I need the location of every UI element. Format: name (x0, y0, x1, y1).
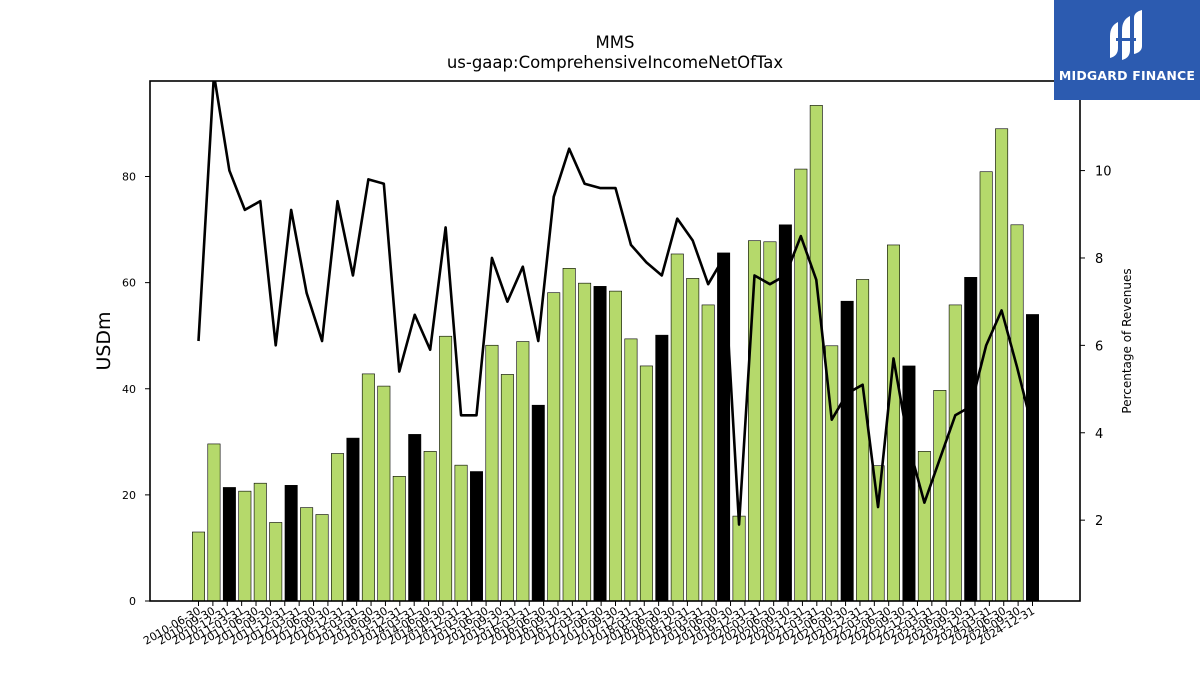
y2-tick-label: 4 (1095, 427, 1103, 442)
bar (315, 514, 329, 602)
y-axis-label: USDm (93, 311, 115, 370)
bar (979, 171, 993, 602)
bar (516, 341, 530, 602)
y2-tick-label: 6 (1095, 339, 1103, 354)
bar (701, 304, 715, 602)
bar (300, 507, 314, 602)
bar (670, 253, 684, 602)
bar (222, 487, 236, 602)
bar (794, 168, 808, 602)
chart-subtitle: us-gaap:ComprehensiveIncomeNetOfTax (447, 53, 784, 72)
bar (593, 286, 607, 602)
brand-name: MIDGARD FINANCE (1058, 68, 1196, 83)
bar (902, 365, 916, 602)
chart-title: MMS (596, 33, 635, 52)
y2-tick-label: 10 (1095, 165, 1112, 180)
bar (732, 515, 746, 602)
y2-axis-label: Percentage of Revenues (1120, 268, 1134, 413)
bar (995, 128, 1009, 602)
bar (361, 373, 375, 602)
bar (917, 451, 931, 602)
y-tick-label: 80 (122, 171, 136, 184)
bar (485, 344, 499, 602)
bar (639, 365, 653, 602)
bar (763, 241, 777, 602)
y-tick-label: 20 (122, 489, 136, 502)
axes: 0204060802468102010-06-302010-09-302010-… (122, 80, 1112, 648)
bar (500, 374, 514, 602)
bar (346, 437, 360, 602)
line-path (197, 81, 1034, 526)
bar (624, 338, 638, 602)
bar (964, 277, 978, 602)
bar (470, 471, 483, 602)
bar (856, 279, 870, 602)
bar (531, 404, 545, 602)
y-tick-label: 0 (129, 595, 136, 608)
bar (562, 268, 576, 602)
midgard-logo-icon (1110, 10, 1142, 60)
bar (887, 244, 900, 602)
brand-logo: MIDGARD FINANCE (1054, 0, 1200, 100)
bar (238, 490, 252, 602)
bar (423, 451, 437, 602)
bar (778, 224, 792, 602)
bar (253, 482, 267, 602)
bar (207, 443, 221, 602)
bar (331, 453, 344, 602)
bar (454, 464, 468, 602)
bar (439, 335, 453, 602)
bar-series (192, 105, 1039, 602)
bar (547, 292, 561, 602)
bar (609, 290, 622, 602)
bar (377, 385, 391, 602)
bar (1010, 224, 1024, 602)
y2-tick-label: 8 (1095, 252, 1103, 267)
bar (717, 252, 731, 602)
bar (1026, 314, 1039, 602)
y-tick-label: 60 (122, 277, 136, 290)
bar (655, 334, 669, 602)
bar (809, 105, 823, 602)
bar (392, 476, 406, 602)
bar (948, 304, 962, 602)
bar (408, 434, 422, 602)
line-series (197, 81, 1034, 526)
bar (840, 300, 854, 602)
y2-tick-label: 2 (1095, 514, 1103, 529)
bar (192, 531, 205, 602)
y-tick-label: 40 (122, 383, 136, 396)
bar (871, 465, 885, 602)
bar (284, 485, 298, 602)
bar (686, 278, 700, 602)
bar (578, 282, 592, 602)
bar (933, 390, 947, 602)
bar (269, 522, 283, 602)
